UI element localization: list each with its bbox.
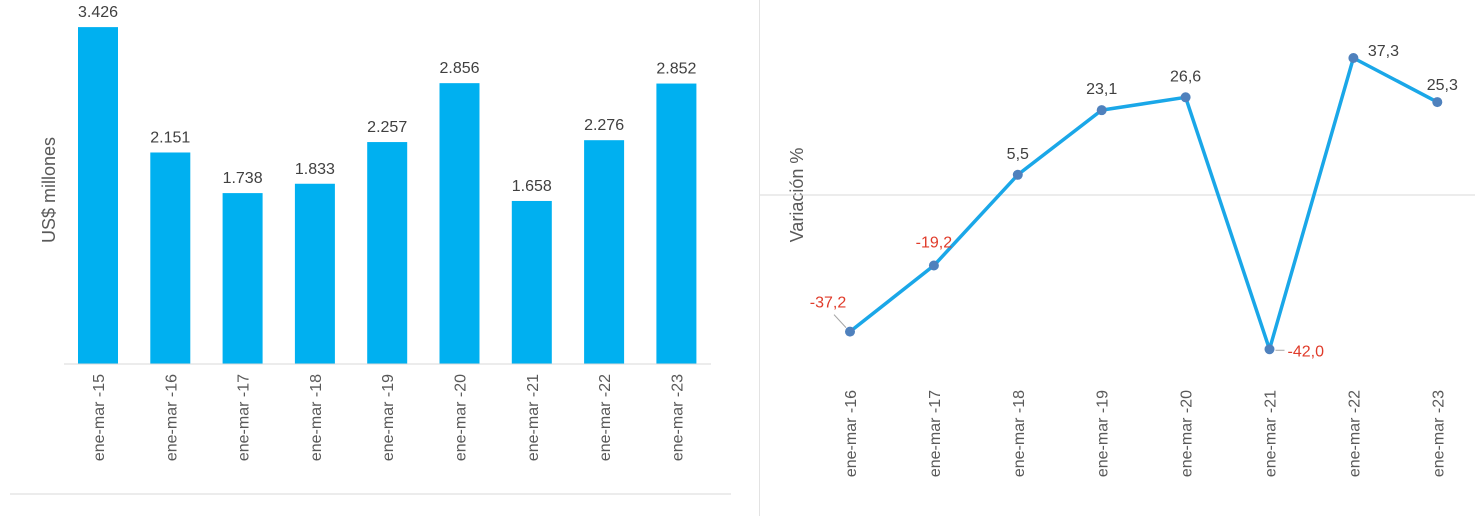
line-point-value-label: 5,5 (1007, 146, 1029, 163)
line-x-tick-label: ene-mar -23 (1430, 390, 1447, 477)
line-x-tick-label: ene-mar -18 (1011, 390, 1028, 477)
bar-value-label: 1.658 (512, 178, 552, 195)
bar-value-label: 2.151 (150, 129, 190, 146)
line-point-value-label: -37,2 (810, 295, 847, 312)
bar-1 (78, 27, 118, 365)
line-point-8 (1432, 97, 1443, 108)
line-point-7 (1348, 53, 1359, 63)
line-point-value-label: 26,6 (1170, 68, 1201, 85)
bar-3 (222, 193, 263, 364)
line-x-tick-label: ene-mar -22 (1346, 390, 1363, 477)
bar-2 (150, 152, 191, 364)
line-x-tick-label: ene-mar -21 (1263, 390, 1280, 477)
bar-6 (439, 83, 480, 364)
panel-divider (759, 0, 760, 516)
bar-x-tick-label: ene-mar -18 (308, 374, 325, 461)
bar-x-tick-label: ene-mar -22 (597, 374, 614, 461)
bar-8 (584, 140, 625, 364)
bar-x-tick-label: ene-mar -15 (91, 374, 108, 461)
line-point-value-label: 25,3 (1427, 77, 1458, 94)
line-x-tick-label: ene-mar -19 (1095, 390, 1112, 477)
label-leader-line (833, 314, 847, 328)
bar-value-label: 1.738 (223, 170, 263, 187)
line-point-value-label: -42,0 (1288, 343, 1325, 360)
bar-x-tick-label: ene-mar -23 (669, 374, 686, 461)
line-x-tick-label: ene-mar -17 (927, 390, 944, 477)
line-point-value-label: 23,1 (1086, 81, 1117, 98)
line-point-3 (1012, 169, 1023, 180)
bar-x-tick-label: ene-mar -21 (525, 374, 542, 461)
bar-value-label: 2.852 (656, 61, 696, 78)
bar-value-label: 2.856 (439, 60, 479, 77)
line-point-value-label: 37,3 (1368, 43, 1399, 60)
line-series (848, 56, 1439, 352)
line-x-tick-label: ene-mar -16 (843, 390, 860, 477)
line-chart-panel: Variación % -37,2 ene-mar -16 -19,2 ene-mar… (760, 0, 1477, 516)
bar-value-label: 3.426 (78, 4, 118, 21)
bar-chart-y-axis-title: US$ millones (39, 137, 59, 243)
bar-4 (294, 183, 335, 364)
bar-7 (511, 200, 552, 364)
line-point-value-label: -19,2 (916, 235, 953, 252)
bar-x-tick-label: ene-mar -19 (380, 374, 397, 461)
line-point-2 (928, 260, 939, 271)
line-point-5 (1180, 92, 1191, 103)
bar-x-tick-label: ene-mar -20 (453, 374, 470, 461)
bar-value-label: 1.833 (295, 161, 335, 178)
line-point-6 (1264, 344, 1275, 355)
bar-x-tick-label: ene-mar -16 (163, 374, 180, 461)
bar-9 (656, 83, 697, 364)
line-x-tick-label: ene-mar -20 (1179, 390, 1196, 477)
bar-chart: US$ millones 3.426 ene-mar -15 2.151 ene-ma… (10, 4, 731, 495)
bar-value-label: 2.257 (367, 119, 407, 136)
line-point-1 (845, 326, 855, 337)
bar-chart-panel: US$ millones 3.426 ene-mar -15 2.151 ene-ma… (10, 4, 731, 495)
bar-5 (367, 142, 408, 364)
bar-value-label: 2.276 (584, 117, 624, 134)
bar-x-tick-label: ene-mar -17 (236, 374, 253, 461)
line-point-4 (1096, 105, 1107, 116)
